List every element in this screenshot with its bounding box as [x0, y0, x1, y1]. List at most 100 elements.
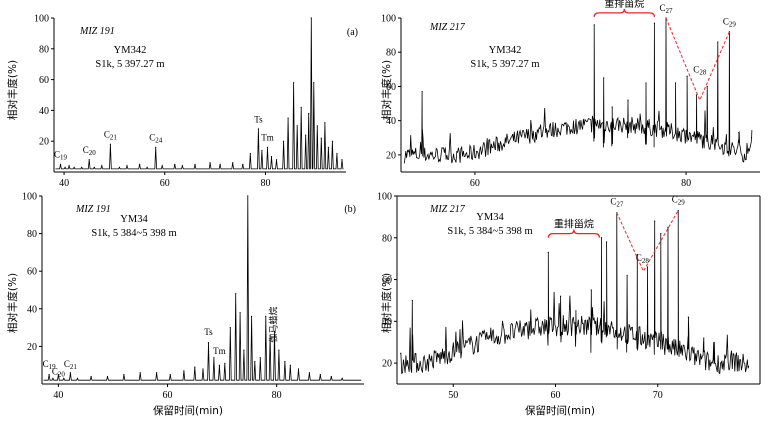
peak-point	[64, 166, 66, 168]
peak-point	[278, 349, 280, 351]
chromatogram-trace	[43, 195, 362, 381]
peak-point	[249, 152, 251, 155]
peak-point	[269, 334, 271, 336]
peak-point	[331, 140, 334, 142]
peak-point	[590, 289, 592, 291]
panel-letter: (a)	[347, 27, 358, 38]
peak-point	[69, 372, 71, 374]
peak-label-c21: C21	[64, 359, 78, 371]
sterane-dashed-v	[616, 210, 679, 273]
strata-depth: S1k, 5 397.27 m	[95, 59, 164, 70]
peak-point	[660, 233, 662, 235]
peak-point	[261, 149, 263, 152]
chart-panel-a-miz191: 20 40 60 80 100 40 60 80 MIZ 191 YM342 S1k, 5 397.…	[34, 14, 358, 190]
peak-point	[213, 357, 215, 359]
peak-point	[250, 315, 253, 317]
peak-point	[645, 82, 647, 84]
peak-point	[677, 210, 679, 212]
peak-label-ts: Ts	[254, 114, 263, 124]
peak-point	[703, 337, 705, 339]
peak-point	[330, 375, 332, 378]
peak-point	[593, 24, 595, 26]
peak-point	[696, 94, 698, 96]
peak-point	[310, 17, 312, 19]
peak-point	[118, 166, 121, 168]
y-axis-label-right-top: 相对丰度(%)	[380, 60, 393, 120]
peak-point	[316, 125, 318, 127]
chart-panel-b-miz191: 20 40 60 80 100 40 60 80 MIZ 191 YM34 S1k, 5 384~5…	[22, 192, 364, 401]
peak-point	[76, 377, 79, 379]
peak-point	[687, 316, 690, 318]
peak-point	[308, 112, 310, 115]
x-tick-label: 50	[448, 390, 458, 401]
peak-point	[106, 375, 109, 378]
peak-point	[209, 162, 211, 164]
chromatogram-trace	[55, 17, 344, 170]
x-tick-label: 80	[272, 390, 282, 401]
peak-point	[296, 125, 298, 127]
peak-label-c20: C20	[52, 366, 66, 378]
peak-point	[750, 137, 753, 139]
peak-point	[270, 156, 273, 158]
y-tick-label: 100	[22, 192, 37, 203]
peak-point	[63, 377, 65, 379]
y-tick-label: 80	[27, 229, 37, 240]
peak-point	[667, 226, 669, 228]
peak-point	[126, 165, 128, 167]
peak-point	[109, 143, 111, 145]
y-tick-label: 20	[386, 150, 396, 161]
peak-point	[627, 99, 629, 101]
peak-point	[706, 85, 708, 88]
peak-point	[606, 241, 608, 243]
peak-label-c27: C27	[610, 196, 624, 208]
peak-point	[611, 106, 613, 108]
peak-point	[235, 293, 237, 295]
peak-point	[320, 137, 322, 139]
peak-point	[146, 166, 148, 168]
peak-point	[300, 106, 302, 108]
peak-point	[259, 357, 261, 359]
gammacerane-label: 伽马蜡烷	[267, 307, 278, 343]
peak-point	[547, 251, 549, 253]
peak-point	[239, 311, 241, 314]
peak-point	[59, 163, 62, 165]
chromatogram-trace	[403, 17, 753, 164]
peak-point	[287, 117, 289, 119]
rearranged-sterane-label: 重排甾烷	[554, 218, 594, 231]
y-tick-label: 60	[27, 267, 37, 278]
y-tick-label: 40	[39, 106, 49, 117]
peak-label-tm: Tm	[213, 346, 226, 356]
peak-point	[324, 122, 326, 124]
y-tick-label: 60	[382, 275, 392, 286]
y-tick-label: 40	[27, 304, 37, 315]
y-tick-label: 40	[386, 116, 396, 127]
peak-point	[161, 165, 163, 167]
x-tick-label: 80	[260, 178, 270, 189]
ion-label: MIZ 191	[75, 204, 111, 215]
y-tick-label: 80	[386, 48, 396, 59]
rearranged-sterane-bracket	[547, 229, 601, 238]
peak-point	[289, 364, 291, 366]
peak-label-c27: C27	[660, 3, 674, 15]
peak-point	[313, 82, 315, 84]
rearranged-sterane-bracket	[593, 8, 656, 17]
peak-point	[266, 146, 269, 148]
peak-point	[738, 132, 740, 134]
peak-point	[275, 159, 278, 161]
peak-point	[93, 166, 95, 168]
peak-point	[88, 159, 90, 161]
ion-label: MIZ 217	[429, 204, 466, 215]
peak-point	[242, 163, 244, 165]
peak-point	[181, 165, 183, 167]
peak-point	[636, 253, 638, 256]
x-tick-label: 60	[550, 390, 560, 401]
peak-point	[52, 377, 54, 379]
peak-point	[247, 195, 249, 197]
peak-point	[73, 166, 75, 168]
peak-point	[224, 362, 226, 364]
peak-point	[232, 162, 234, 164]
peak-point	[194, 366, 196, 368]
peak-point	[174, 163, 176, 165]
strata-depth: S1k, 5 384~5 398 m	[447, 226, 532, 237]
